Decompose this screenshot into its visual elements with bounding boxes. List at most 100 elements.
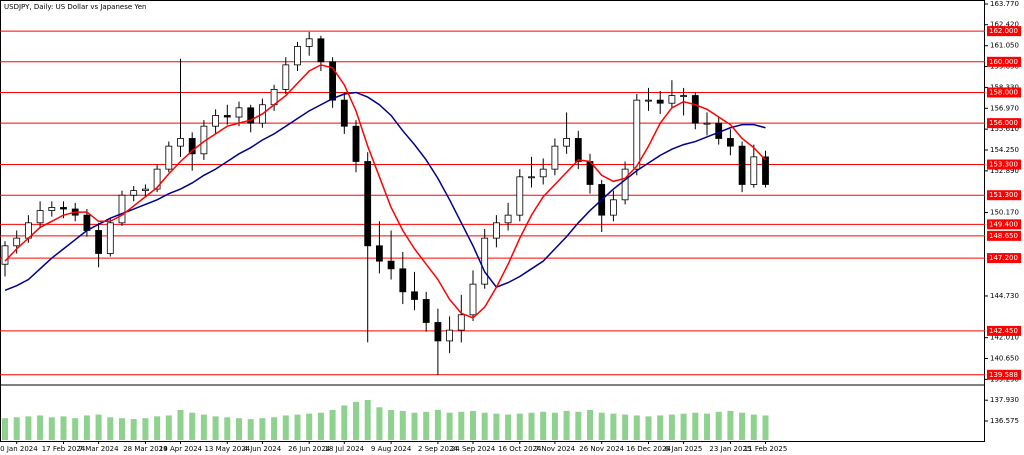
level-label: 147.200	[989, 254, 1018, 262]
volume-bar	[271, 417, 278, 440]
candle-body	[317, 38, 325, 63]
volume-bar	[294, 414, 301, 440]
candle-body	[48, 207, 56, 211]
candle-body	[516, 176, 524, 216]
volume-bar	[95, 414, 102, 440]
volume-bar	[13, 417, 20, 440]
candle-body	[95, 230, 102, 254]
x-tick-label: 17 Feb 2024	[42, 445, 86, 453]
candle-body	[422, 299, 430, 323]
candle-body	[539, 168, 547, 178]
candle-body	[738, 145, 746, 185]
volume-bar	[505, 414, 512, 440]
volume-bar	[446, 412, 453, 440]
y-tick-label: 155.610	[990, 125, 1019, 133]
volume-bar	[399, 410, 406, 440]
volume-bar	[72, 418, 79, 440]
level-label-box	[987, 230, 1021, 241]
volume-bar	[2, 418, 8, 440]
candle-body	[528, 176, 535, 179]
candle-body	[574, 138, 582, 162]
x-tick-label: 13 May 2024	[204, 445, 250, 453]
candle-body	[645, 99, 652, 102]
x-tick-label: 7 Nov 2024	[535, 445, 576, 453]
candle-body	[375, 245, 383, 262]
volume-bar	[130, 419, 137, 440]
x-tick-label: 2 Sep 2024	[418, 445, 458, 453]
volume-bar	[481, 412, 488, 440]
volume-bar	[388, 410, 395, 440]
level-label: 148.650	[989, 232, 1018, 240]
ma-fast-line	[4, 64, 767, 319]
candle-body	[656, 99, 664, 104]
candle-body	[691, 95, 699, 124]
x-tick-label: 11 Feb 2025	[744, 445, 788, 453]
plot-frame	[0, 0, 985, 442]
y-tick-label: 140.650	[990, 355, 1019, 363]
candle-body	[492, 222, 500, 239]
x-tick-label: 7 Mar 2024	[79, 445, 119, 453]
volume-bar	[493, 413, 500, 440]
candle-body	[469, 283, 477, 316]
volume-bar	[727, 410, 734, 440]
candle-body	[680, 95, 687, 97]
candle-body	[610, 199, 617, 216]
volume-bar	[364, 400, 371, 440]
volume-bar	[306, 413, 313, 440]
candle-body	[399, 268, 407, 293]
candle-body	[329, 61, 337, 101]
y-tick-label: 158.330	[990, 83, 1019, 91]
candle-body	[762, 156, 769, 185]
volume-bar	[668, 414, 675, 440]
volume-bar	[645, 416, 652, 440]
ma-slow-line	[4, 91, 766, 291]
level-label: 156.000	[989, 119, 1018, 127]
x-tick-label: 18 Jul 2024	[324, 445, 364, 453]
candle-body	[340, 99, 348, 127]
x-tick-label: 6 Jan 2025	[665, 445, 703, 453]
volume-bar	[177, 410, 184, 440]
x-tick-label: 28 Mar 2024	[123, 445, 168, 453]
level-label-box	[987, 56, 1021, 67]
volume-bar	[587, 410, 593, 440]
candle-body	[703, 122, 711, 125]
candle-body	[727, 138, 734, 147]
candle-body	[294, 46, 301, 66]
volume-bar	[83, 415, 90, 440]
x-tick-label: 23 Jan 2025	[709, 445, 751, 453]
candle-body	[141, 188, 149, 192]
y-tick-label: 142.010	[990, 334, 1019, 342]
volume-bar	[622, 414, 629, 440]
volume-bar	[575, 411, 582, 440]
level-label-box	[987, 159, 1021, 170]
candle-body	[188, 138, 196, 155]
volume-bar	[528, 412, 535, 440]
level-label-box	[987, 253, 1021, 264]
volume-bar	[341, 405, 348, 440]
volume-bar	[610, 413, 617, 440]
candle-body	[633, 99, 641, 170]
volume-bar	[423, 411, 430, 440]
y-tick-label: 137.930	[990, 396, 1019, 404]
candle-body	[551, 145, 559, 170]
volume-bar	[119, 418, 125, 440]
volume-bar	[224, 417, 231, 440]
candle-body	[212, 115, 220, 127]
candle-body	[36, 210, 44, 224]
candle-body	[750, 156, 758, 185]
level-label: 151.300	[989, 191, 1018, 199]
level-label: 149.400	[989, 220, 1018, 228]
volume-bar	[212, 416, 219, 440]
candle-body	[434, 322, 442, 342]
candle-body	[446, 329, 454, 342]
candle-body	[305, 38, 313, 47]
candle-body	[60, 207, 67, 210]
level-label: 139.588	[989, 371, 1018, 379]
candle-body	[153, 168, 161, 190]
x-tick-label: 9 Aug 2024	[371, 445, 412, 453]
candle-body	[223, 115, 231, 118]
volume-bar	[750, 414, 757, 440]
volume-bar	[200, 414, 207, 440]
y-tick-label: 150.170	[990, 209, 1019, 217]
